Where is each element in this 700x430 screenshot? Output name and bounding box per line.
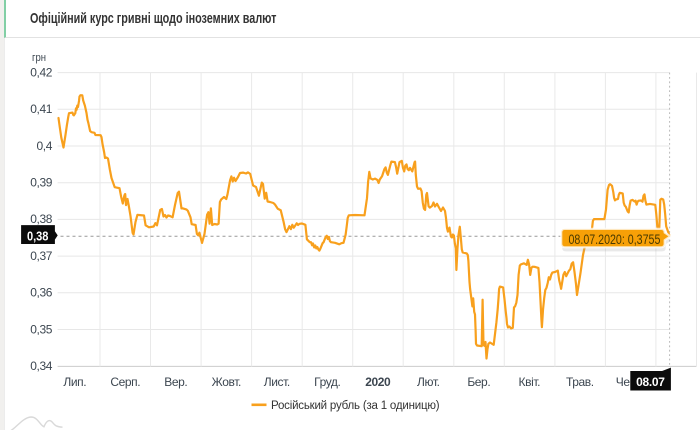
svg-text:Лип.: Лип. [63, 375, 86, 389]
svg-text:Російський рубль (за 1 одиницю: Російський рубль (за 1 одиницю) [271, 400, 440, 412]
svg-text:08.07: 08.07 [636, 375, 665, 389]
svg-text:0,38: 0,38 [30, 212, 52, 226]
svg-text:Вер.: Вер. [164, 375, 187, 389]
svg-text:грн: грн [32, 52, 46, 64]
svg-text:Серп.: Серп. [110, 375, 140, 389]
svg-text:2020: 2020 [365, 375, 391, 389]
svg-text:Груд.: Груд. [314, 375, 340, 389]
svg-text:0,36: 0,36 [30, 286, 52, 300]
svg-text:0,38: 0,38 [27, 229, 49, 244]
svg-text:0,34: 0,34 [30, 359, 52, 373]
svg-text:Бер.: Бер. [467, 375, 490, 389]
svg-text:0,42: 0,42 [30, 65, 52, 79]
svg-text:08.07.2020: 0,3755: 08.07.2020: 0,3755 [569, 232, 661, 248]
svg-text:0,39: 0,39 [30, 176, 52, 190]
svg-text:0,41: 0,41 [30, 102, 52, 116]
svg-text:Жовт.: Жовт. [212, 375, 241, 389]
svg-text:0,4: 0,4 [37, 139, 53, 153]
svg-text:Трав.: Трав. [566, 375, 594, 389]
svg-text:0,37: 0,37 [30, 249, 52, 263]
svg-text:0,35: 0,35 [30, 322, 52, 336]
svg-text:Лист.: Лист. [264, 375, 290, 389]
svg-text:Квіт.: Квіт. [519, 375, 541, 389]
svg-text:Лют.: Лют. [417, 375, 440, 389]
